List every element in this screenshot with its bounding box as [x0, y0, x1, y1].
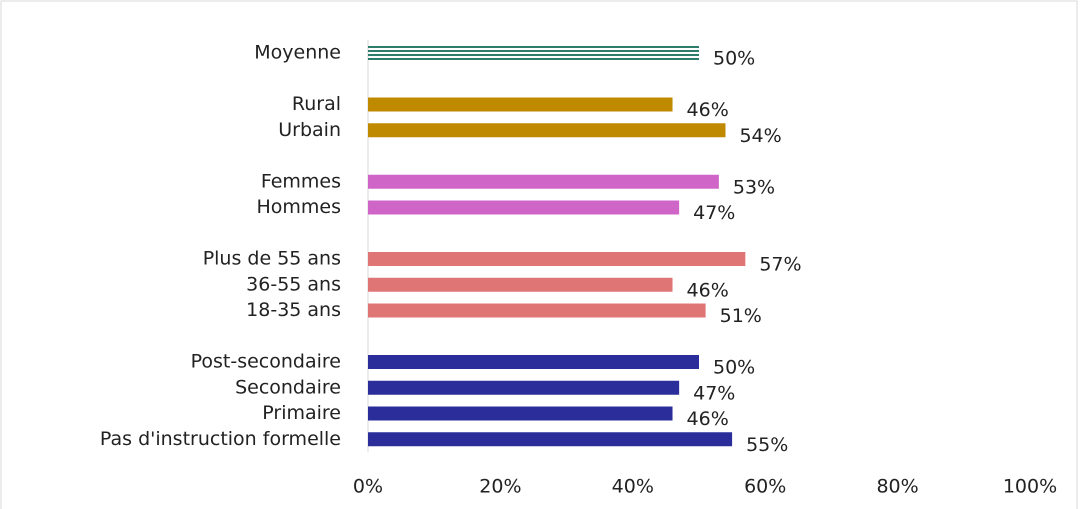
bar — [368, 46, 699, 60]
x-tick-label: 20% — [479, 476, 521, 498]
value-label: 50% — [713, 357, 755, 379]
value-label: 47% — [693, 202, 735, 224]
y-tick-label: 18-35 ans — [246, 299, 341, 321]
bar — [368, 174, 719, 189]
value-label: 47% — [693, 382, 735, 404]
bar — [368, 252, 746, 266]
bar-stripe — [368, 46, 699, 48]
x-tick-label: 40% — [612, 476, 654, 498]
bar — [368, 97, 673, 112]
value-label: 55% — [746, 434, 788, 456]
y-tick-label: Rural — [292, 93, 341, 115]
value-label: 51% — [720, 305, 762, 327]
y-tick-label: Plus de 55 ans — [203, 248, 341, 270]
value-label: 46% — [687, 279, 729, 301]
value-label: 50% — [713, 48, 755, 70]
bar — [368, 303, 706, 318]
y-tick-label: Femmes — [261, 170, 341, 192]
value-label: 46% — [687, 99, 729, 121]
value-label: 54% — [739, 125, 781, 147]
value-label: 46% — [687, 408, 729, 430]
y-tick-label: Post-secondaire — [191, 351, 341, 373]
x-tick-label: 100% — [1003, 476, 1057, 498]
bar — [368, 432, 733, 447]
bar-stripe — [368, 54, 699, 56]
x-tick-label: 80% — [876, 476, 918, 498]
y-tick-label: Urbain — [278, 119, 341, 141]
y-tick-label: Hommes — [256, 196, 341, 218]
bar — [368, 123, 726, 138]
y-tick-label: Primaire — [262, 402, 341, 424]
bar-stripe — [368, 50, 699, 52]
y-tick-label: 36-55 ans — [246, 273, 341, 295]
y-tick-label: Pas d'instruction formelle — [100, 428, 341, 450]
y-tick-label: Secondaire — [235, 376, 341, 398]
x-tick-label: 60% — [744, 476, 786, 498]
bar — [368, 406, 673, 421]
bar — [368, 200, 680, 215]
y-tick-label: Moyenne — [254, 42, 341, 64]
value-label: 53% — [733, 176, 775, 198]
bar — [368, 355, 699, 369]
x-tick-label: 0% — [353, 476, 383, 498]
bar — [368, 277, 673, 292]
value-label: 57% — [759, 254, 801, 276]
bar-stripe — [368, 58, 699, 60]
bar — [368, 380, 680, 395]
